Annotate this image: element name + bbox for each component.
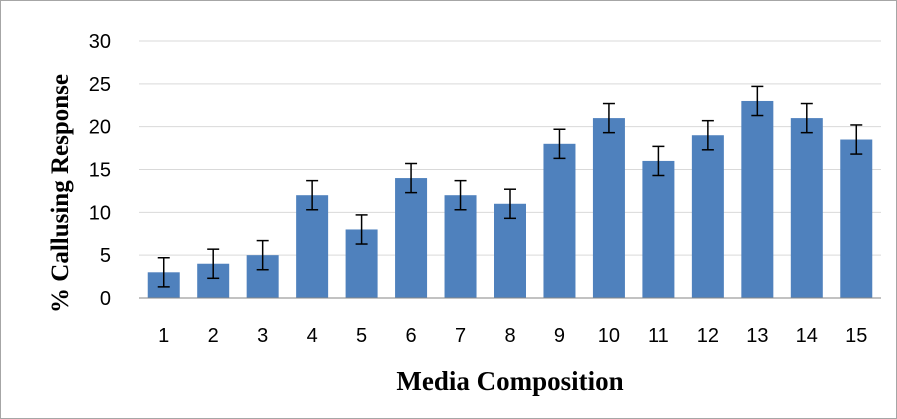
x-tick-label: 11: [648, 325, 669, 347]
x-tick-label: 15: [845, 325, 867, 347]
error-bar: [306, 179, 319, 211]
error-bar: [207, 248, 220, 280]
y-tick-label: 5: [100, 245, 111, 267]
x-tick-label: 2: [208, 325, 219, 347]
error-bar: [553, 128, 566, 160]
bar: [494, 203, 526, 298]
y-tick-label: 0: [100, 288, 111, 310]
x-tick-label: 12: [697, 325, 719, 347]
error-bar: [800, 102, 813, 134]
y-tick-label: 10: [89, 202, 111, 224]
y-tick-label: 30: [89, 31, 111, 53]
bar: [543, 143, 576, 298]
x-tick-label: 10: [598, 325, 620, 347]
x-tick-label: 1: [158, 325, 169, 347]
x-tick-label: 9: [554, 325, 565, 347]
bar: [691, 135, 724, 298]
y-tick-label: 20: [89, 117, 111, 139]
bar: [296, 195, 329, 298]
bar: [840, 139, 873, 298]
error-bar: [652, 145, 665, 177]
bar: [790, 118, 823, 298]
x-tick-label: 8: [504, 325, 515, 347]
error-bar: [405, 162, 418, 194]
x-tick-labels: 1 2 3 4 5 6 7 8 9 10 11 12 13 14 15: [158, 325, 867, 347]
bar: [642, 160, 675, 298]
error-bar: [157, 256, 170, 288]
x-axis-title: Media Composition: [396, 366, 623, 396]
error-bars: [157, 85, 863, 288]
x-tick-label: 14: [796, 325, 818, 347]
error-bar: [850, 124, 863, 155]
y-tick-label: 25: [89, 74, 111, 96]
y-tick-label: 15: [89, 160, 111, 182]
y-axis-title: % Callusing Response: [47, 74, 74, 313]
error-bar: [751, 85, 764, 117]
x-tick-label: 5: [356, 325, 367, 347]
x-tick-label: 13: [746, 325, 768, 347]
error-bar: [504, 188, 516, 220]
y-tick-labels: 0 5 10 15 20 25 30: [89, 31, 111, 310]
x-tick-label: 3: [257, 325, 268, 347]
error-bar: [256, 239, 269, 271]
error-bar: [701, 119, 714, 151]
error-bar: [454, 179, 467, 211]
error-bar: [355, 214, 368, 245]
bar: [592, 118, 625, 298]
bar: [741, 100, 774, 298]
bar: [444, 195, 477, 298]
x-tick-label: 6: [406, 325, 417, 347]
error-bar: [602, 102, 615, 134]
x-tick-label: 4: [307, 325, 318, 347]
bars: [147, 100, 873, 298]
x-tick-label: 7: [455, 325, 466, 347]
bar: [395, 178, 428, 298]
